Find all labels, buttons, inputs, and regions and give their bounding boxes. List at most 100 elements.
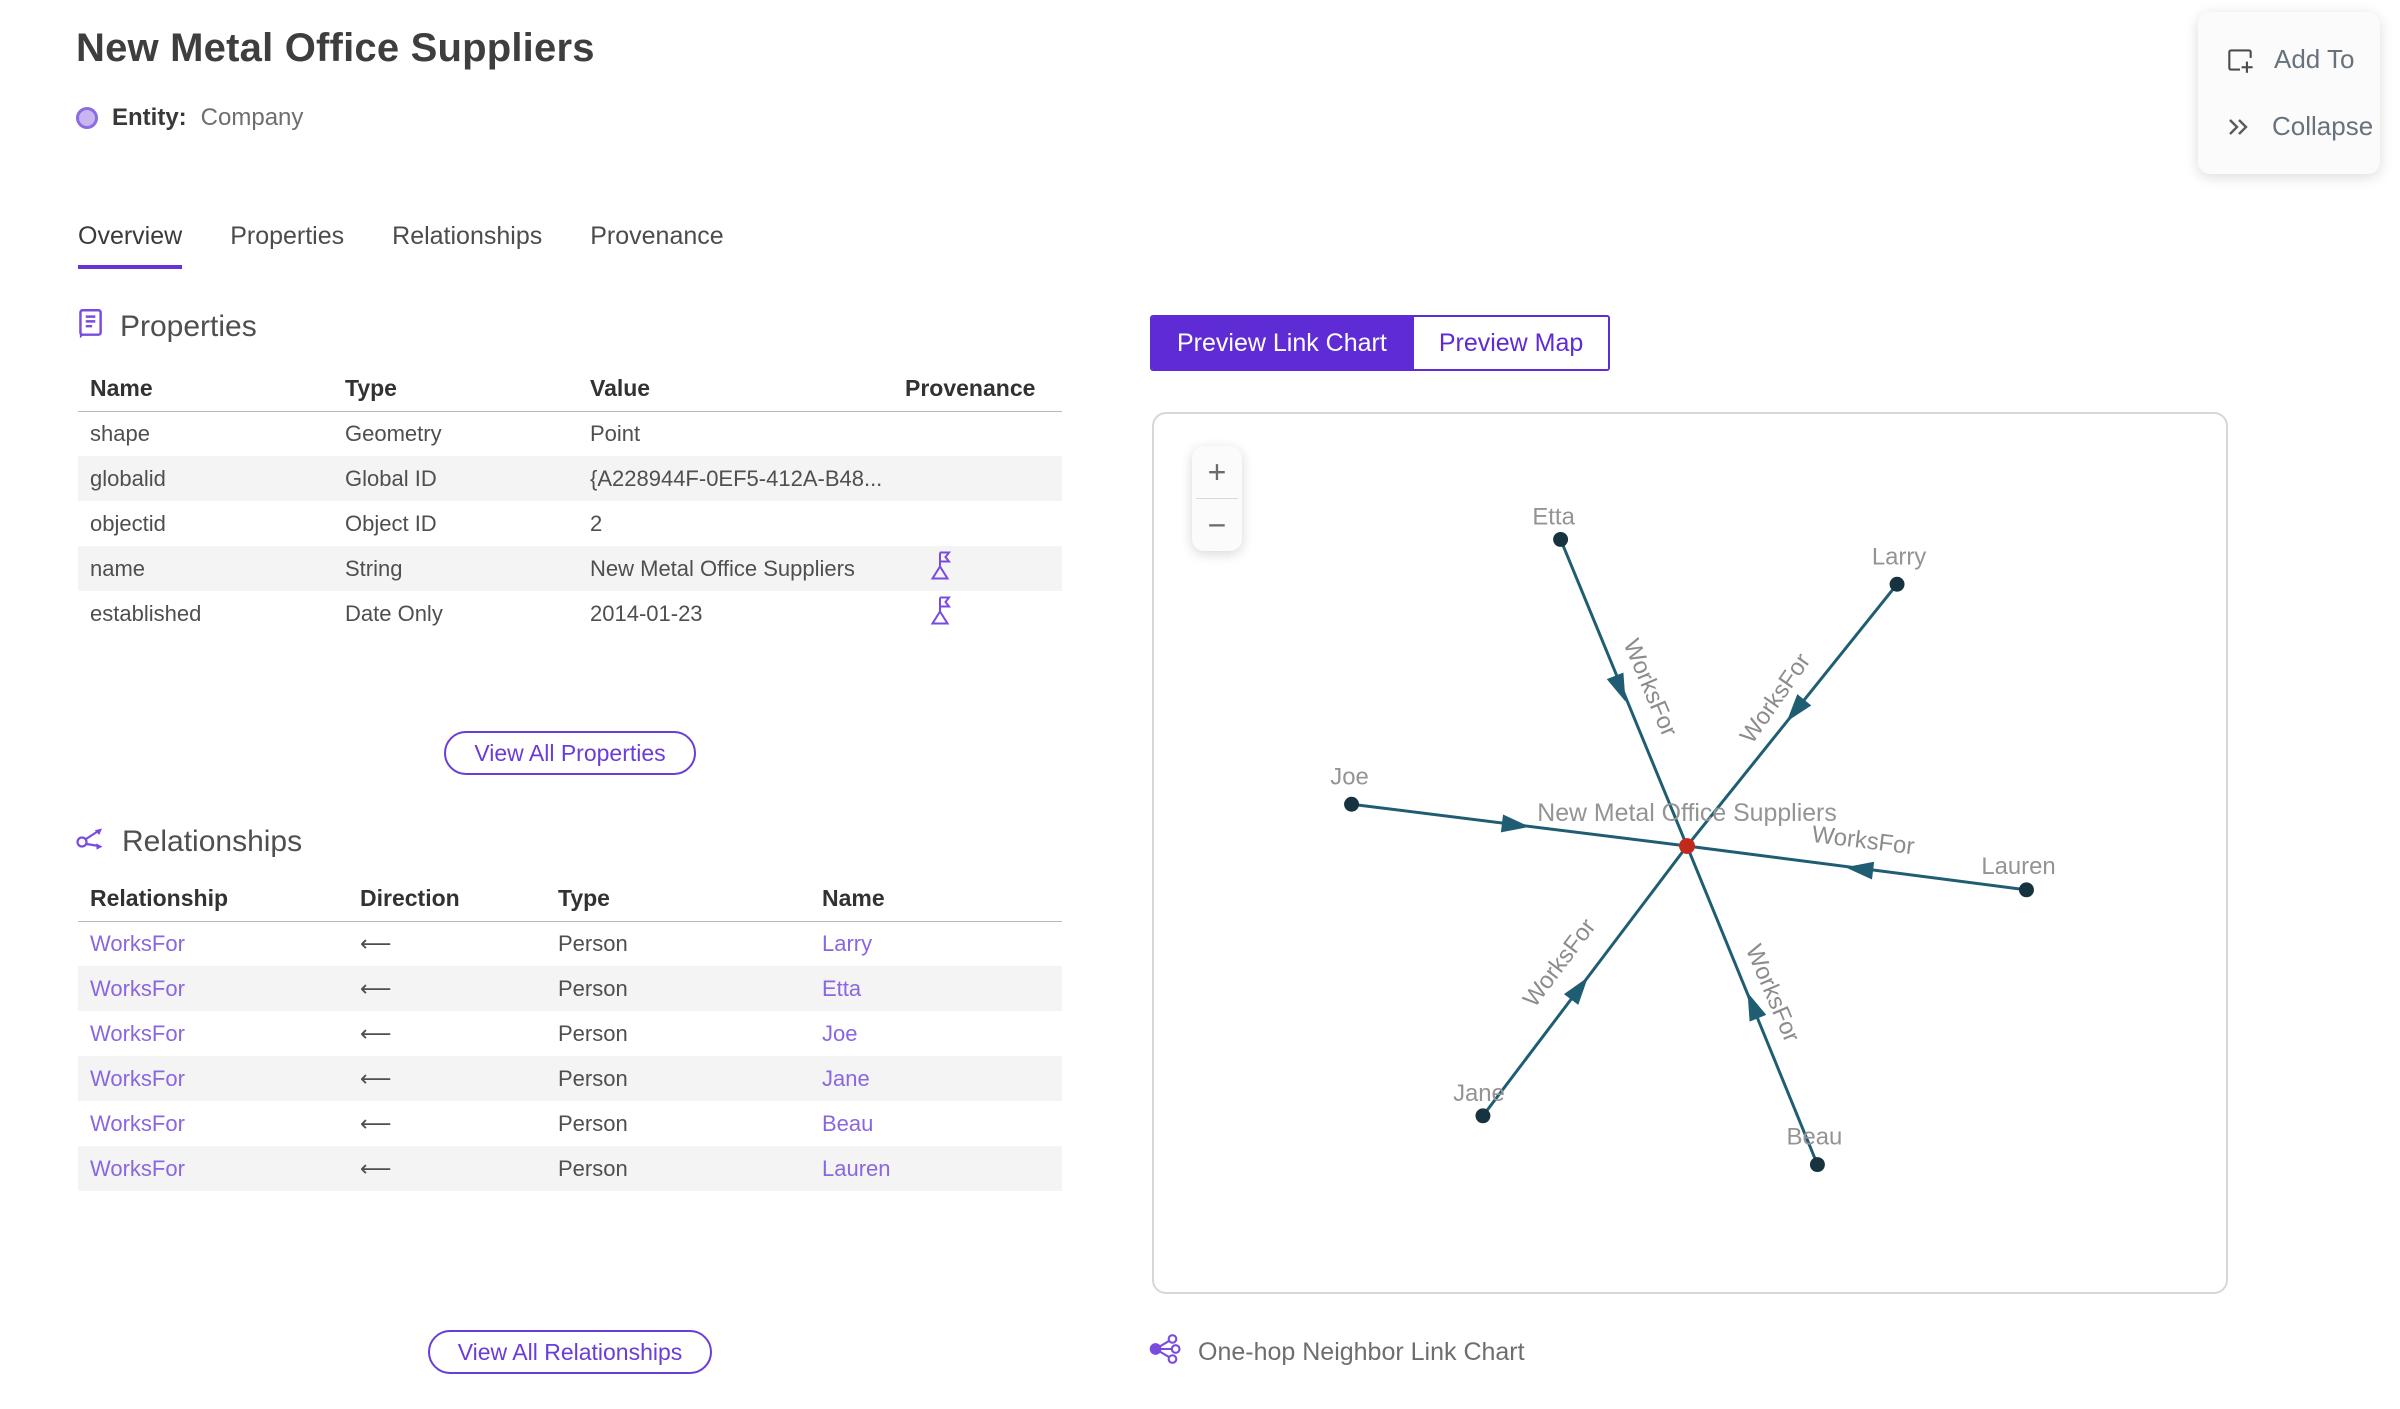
property-type: Object ID [345,510,437,536]
property-provenance [893,411,1062,456]
relationships-row: WorksFor ⟵ Person Jane [78,1056,1062,1101]
relationship-link[interactable]: WorksFor [90,1155,185,1181]
property-name: name [90,555,146,581]
related-name-cell: Larry [810,921,1062,966]
tab-provenance[interactable]: Provenance [590,222,724,250]
direction-cell: ⟵ [360,930,392,956]
relationship-link[interactable]: WorksFor [90,1065,185,1091]
graph-edge-label: WorksFor [1618,635,1683,740]
relationship-cell: WorksFor [78,1011,348,1056]
actions-panel: Add To Collapse [2198,12,2380,174]
chart-caption-label: One-hop Neighbor Link Chart [1198,1338,1525,1366]
graph-center-node[interactable] [1679,838,1695,854]
properties-table-body: shape Geometry Point globalid Global ID {A228… [78,411,1062,636]
collapse-label: Collapse [2272,111,2374,142]
preview-link-chart-button[interactable]: Preview Link Chart [1152,317,1412,369]
col-relationship: Relationship [78,876,348,922]
relationship-link[interactable]: WorksFor [90,1110,185,1136]
col-value: Value [578,366,893,412]
graph-node[interactable] [2019,882,2034,898]
relationships-table: Relationship Direction Type Name WorksFo… [78,876,1062,1191]
relationships-row: WorksFor ⟵ Person Joe [78,1011,1062,1056]
relationships-row: WorksFor ⟵ Person Beau [78,1101,1062,1146]
preview-toggle: Preview Link Chart Preview Map [1150,315,1611,371]
tab-relationships[interactable]: Relationships [392,222,543,250]
property-provenance [893,501,1062,546]
zoom-in-button[interactable]: + [1192,446,1242,498]
graph-node[interactable] [1809,1157,1825,1173]
entity-name-link[interactable]: Larry [822,930,873,956]
graph-node-label: Etta [1532,503,1575,530]
property-provenance[interactable] [893,591,1062,636]
page-title: New Metal Office Suppliers [76,26,595,70]
entity-name-link[interactable]: Beau [822,1110,874,1136]
graph-node[interactable] [1475,1108,1491,1124]
entity-name-link[interactable]: Joe [822,1020,858,1046]
graph-node-label: Joe [1330,763,1369,790]
graph-node[interactable] [1344,796,1360,812]
graph-edge-arrow [1747,992,1767,1022]
zoom-out-button[interactable]: − [1192,499,1242,551]
graph-edge-arrow [1786,694,1812,722]
property-name: objectid [90,510,166,536]
property-name: established [90,600,202,626]
properties-row: shape Geometry Point [78,411,1062,456]
related-type-cell: Person [558,1065,628,1091]
link-chart-card: WorksFor WorksFor WorksFor WorksFor WorksFor… [1152,412,2228,1294]
graph-edge-label: WorksFor [1518,914,1602,1013]
entity-name-link[interactable]: Jane [822,1065,870,1091]
entity-name-link[interactable]: Lauren [822,1155,891,1181]
graph-edge-arrow [1845,861,1875,880]
view-all-relationships-button[interactable]: View All Relationships [427,1330,713,1374]
graph-node-label: New Metal Office Suppliers [1537,799,1837,827]
col-rel-type: Type [546,876,810,922]
property-provenance[interactable] [893,546,1062,591]
relationships-header-row: Relationship Direction Type Name [78,876,1062,922]
provenance-flag-icon [930,596,952,625]
relationship-link[interactable]: WorksFor [90,1020,185,1046]
entity-type-row: Entity: Company [76,104,303,132]
relationship-link[interactable]: WorksFor [90,975,185,1001]
graph-node[interactable] [1553,531,1569,547]
add-to-icon [2224,44,2256,76]
graph-node[interactable] [1889,576,1905,592]
tab-bar: Overview Properties Relationships Proven… [78,222,724,269]
graph-edge-label: WorksFor [1740,941,1805,1046]
related-name-cell: Lauren [810,1146,1062,1191]
relationship-cell: WorksFor [78,1146,348,1191]
add-to-label: Add To [2274,44,2355,75]
relationships-section-header: Relationships [74,822,302,862]
preview-map-button[interactable]: Preview Map [1411,317,1609,369]
view-all-properties-button[interactable]: View All Properties [444,731,696,775]
relationships-section-title: Relationships [122,825,303,858]
entity-label: Entity: [112,104,187,131]
tab-properties[interactable]: Properties [230,222,345,250]
entity-type-dot [76,107,98,129]
related-type-cell: Person [558,1155,628,1181]
tab-overview[interactable]: Overview [78,222,183,269]
relationship-cell: WorksFor [78,1056,348,1101]
property-value: 2014-01-23 [590,600,703,626]
relationship-link[interactable]: WorksFor [90,930,185,956]
direction-cell: ⟵ [360,1155,392,1181]
entity-name-link[interactable]: Etta [822,975,862,1001]
collapse-button[interactable]: Collapse [2224,111,2380,142]
properties-row: objectid Object ID 2 [78,501,1062,546]
graph-edge-arrow [1563,977,1588,1005]
direction-cell: ⟵ [360,1065,392,1091]
property-value: {A228944F-0EF5-412A-B48... [590,465,883,491]
relationships-table-body: WorksFor ⟵ Person Larry WorksFor ⟵ Person Etta W… [78,921,1062,1191]
relationship-cell: WorksFor [78,921,348,966]
related-type-cell: Person [558,1020,628,1046]
properties-header-row: Name Type Value Provenance [78,366,1062,412]
property-type: Global ID [345,465,437,491]
add-to-button[interactable]: Add To [2224,44,2380,76]
col-rel-name: Name [810,876,1062,922]
graph-node-label: Jane [1453,1080,1505,1107]
col-type: Type [333,366,578,412]
property-name: shape [90,420,150,446]
provenance-flag-icon [930,551,952,580]
col-name: Name [78,366,333,412]
